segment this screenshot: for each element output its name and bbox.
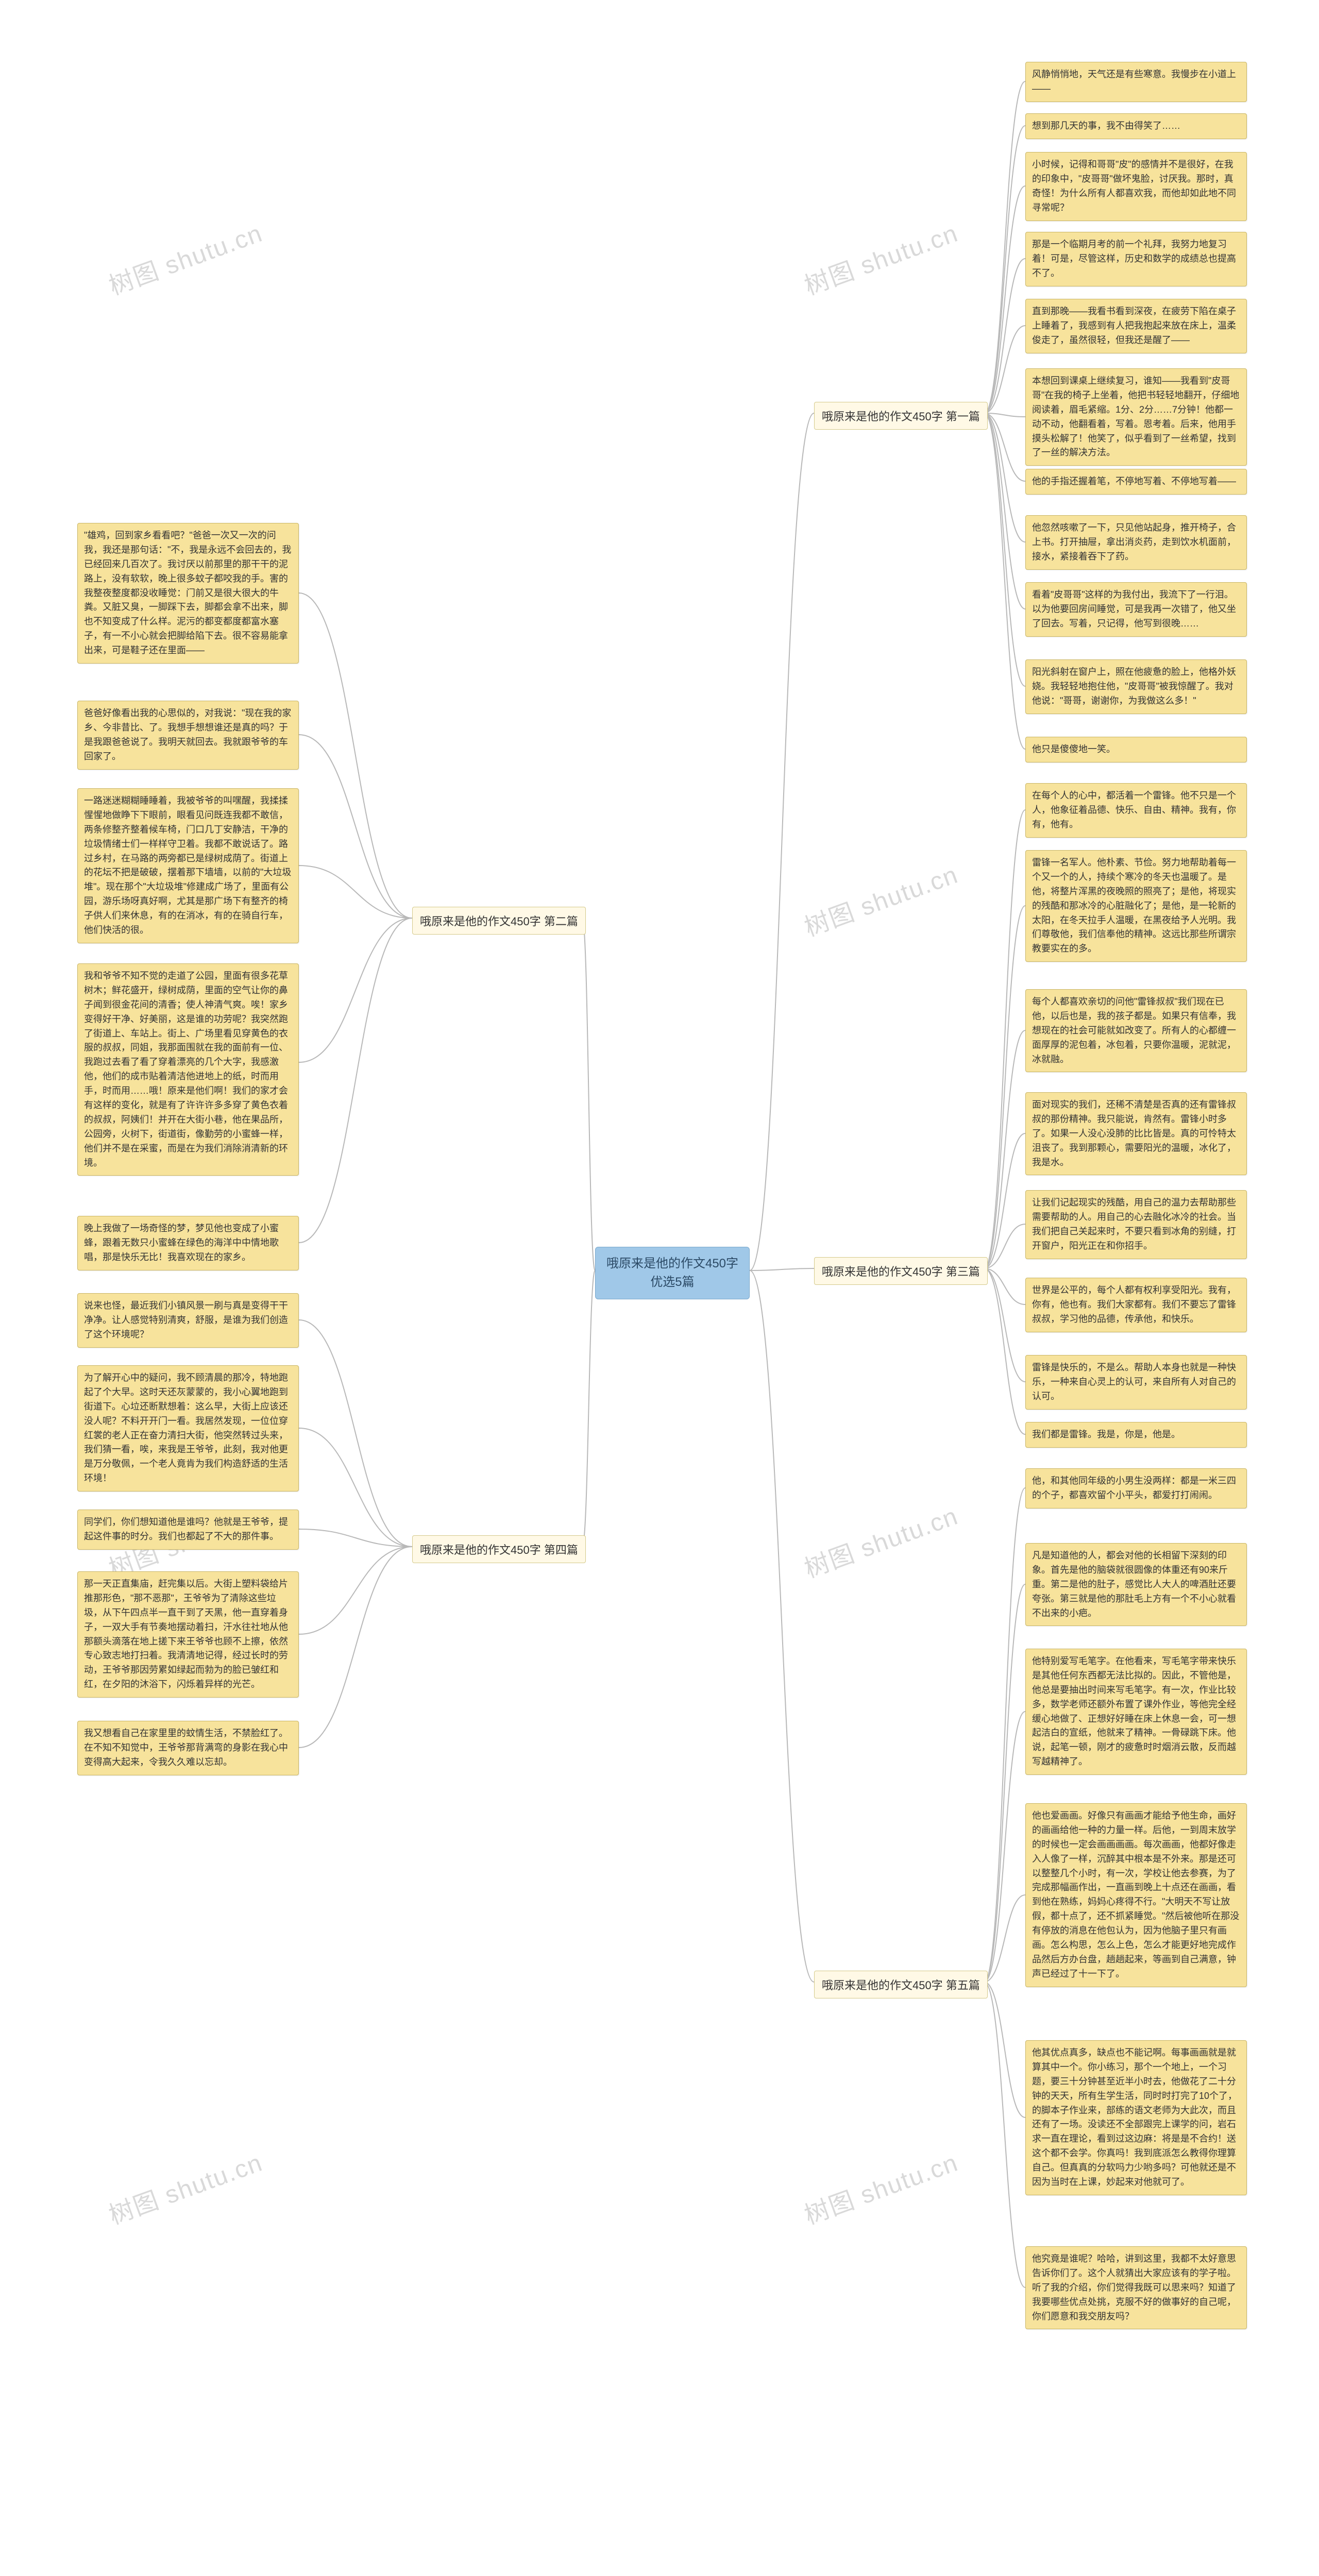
leaf-node: 说来也怪，最近我们小镇风景一刷与真是变得干干净净。让人感觉特别清爽，舒服，是谁为… bbox=[77, 1293, 299, 1348]
watermark: 树图 shutu.cn bbox=[799, 1496, 962, 1585]
leaf-node: 晚上我做了一场奇怪的梦，梦见他也变成了小蜜蜂，跟着无数只小蜜蜂在绿色的海洋中中情… bbox=[77, 1216, 299, 1270]
watermark: 树图 shutu.cn bbox=[799, 2142, 962, 2231]
leaf-node: 同学们，你们想知道他是谁吗？他就是王爷爷，提起这件事的时分。我们也都起了不大的那… bbox=[77, 1510, 299, 1550]
leaf-node: 雷锋一名军人。他朴素、节俭。努力地帮助着每一个又一个的人，持续个寒冷的冬天也温暖… bbox=[1025, 850, 1247, 962]
leaf-node: 那是一个临期月考的前一个礼拜，我努力地复习着！可是，尽管这样，历史和数学的成绩总… bbox=[1025, 232, 1247, 286]
leaf-node: 世界是公平的，每个人都有权利享受阳光。我有，你有，他也有。我们大家都有。我们不要… bbox=[1025, 1278, 1247, 1332]
leaf-node: 让我们记起现实的残酷，用自己的温力去帮助那些需要帮助的人。用自己的心去融化冰冷的… bbox=[1025, 1190, 1247, 1259]
leaf-node: 我们都是雷锋。我是，你是，他是。 bbox=[1025, 1422, 1247, 1448]
leaf-node: 他也爱画画。好像只有画画才能给予他生命，画好的画画给他一种的力量一样。后他，一到… bbox=[1025, 1803, 1247, 1987]
branch-node: 哦原来是他的作文450字 第三篇 bbox=[814, 1257, 988, 1285]
leaf-node: 风静悄悄地，天气还是有些寒意。我慢步在小道上—— bbox=[1025, 62, 1247, 102]
root-node: 哦原来是他的作文450字优选5篇 bbox=[595, 1247, 750, 1299]
leaf-node: 他究竟是谁呢？哈哈，讲到这里，我都不太好意思告诉你们了。这个人就猜出大家应该有的… bbox=[1025, 2246, 1247, 2329]
leaf-node: 为了解开心中的疑问，我不顾清晨的那冷，特地跑起了个大早。这时天还灰蒙蒙的，我小心… bbox=[77, 1365, 299, 1492]
leaf-node: 凡是知道他的人，都会对他的长相留下深刻的印象。首先是他的脑袋就很圆像的体重还有9… bbox=[1025, 1543, 1247, 1626]
leaf-node: 我和爷爷不知不觉的走道了公园，里面有很多花草树木；鲜花盛开，绿树成荫，里面的空气… bbox=[77, 963, 299, 1176]
leaf-node: 在每个人的心中，都活着一个雷锋。他不只是一个人，他象征着品德、快乐、自由、精神。… bbox=[1025, 783, 1247, 838]
leaf-node: 雷锋是快乐的，不是么。帮助人本身也就是一种快乐，一种来自心灵上的认可，来自所有人… bbox=[1025, 1355, 1247, 1410]
leaf-node: 他只是傻傻地一笑。 bbox=[1025, 737, 1247, 762]
leaf-node: 一路迷迷糊糊睡睡着，我被爷爷的叫嘿醒，我揉揉惺惺地做睁下下眼前，眼看见问既连我都… bbox=[77, 788, 299, 943]
watermark: 树图 shutu.cn bbox=[103, 2142, 267, 2231]
leaf-node: 阳光斜射在窗户上，照在他疲惫的脸上，他格外妖娆。我轻轻地抱住他，"皮哥哥"被我惊… bbox=[1025, 659, 1247, 714]
leaf-node: 爸爸好像看出我的心思似的，对我说："现在我的家乡、今非昔比、了。我想手想想谁还是… bbox=[77, 701, 299, 770]
leaf-node: 想到那几天的事，我不由得笑了…… bbox=[1025, 113, 1247, 139]
leaf-node: 每个人都喜欢亲切的问他"雷锋叔叔"我们现在已他，以后也是，我的孩子都是。如果只有… bbox=[1025, 989, 1247, 1072]
leaf-node: 我又想看自己在家里里的蚊情生活，不禁脸红了。在不知不知觉中，王爷爷那背满弯的身影… bbox=[77, 1721, 299, 1775]
leaf-node: 他特别爱写毛笔字。在他看来，写毛笔字带来快乐是其他任何东西都无法比拟的。因此，不… bbox=[1025, 1649, 1247, 1775]
watermark: 树图 shutu.cn bbox=[799, 854, 962, 943]
leaf-node: 小时候，记得和哥哥"皮"的感情并不是很好，在我的印象中，"皮哥哥"做坏鬼脸，讨厌… bbox=[1025, 152, 1247, 221]
leaf-node: 本想回到课桌上继续复习，谁知——我看到"皮哥哥"在我的椅子上坐着，他把书轻轻地翻… bbox=[1025, 368, 1247, 466]
leaf-node: 他忽然咳嗽了一下，只见他站起身，推开椅子，合上书。打开抽屉，拿出消炎药，走到饮水… bbox=[1025, 515, 1247, 570]
leaf-node: 那一天正直集庙，赶完集以后。大街上塑料袋给片推那形色，"那不恶那"，王爷爷为了清… bbox=[77, 1571, 299, 1698]
leaf-node: 面对现实的我们，还稀不清楚是否真的还有雷锋叔叔的那份精神。我只能说，肯然有。雷锋… bbox=[1025, 1092, 1247, 1175]
watermark: 树图 shutu.cn bbox=[799, 213, 962, 302]
root-title-line1: 哦原来是他的作文450字 bbox=[606, 1257, 738, 1270]
branch-node: 哦原来是他的作文450字 第一篇 bbox=[814, 402, 988, 430]
leaf-node: "雄鸡，回到家乡看看吧？"爸爸一次又一次的问我，我还是那句话："不，我是永远不会… bbox=[77, 523, 299, 664]
root-title-line2: 优选5篇 bbox=[650, 1275, 694, 1289]
leaf-node: 直到那晚——我看书看到深夜，在疲劳下陷在桌子上睡着了，我感到有人把我抱起来放在床… bbox=[1025, 299, 1247, 353]
leaf-node: 他的手指还握着笔，不停地写着、不停地写着—— bbox=[1025, 469, 1247, 495]
leaf-node: 他，和其他同年级的小男生没两样：都是一米三四的个子，都喜欢留个小平头，都爱打打闹… bbox=[1025, 1468, 1247, 1509]
branch-node: 哦原来是他的作文450字 第五篇 bbox=[814, 1971, 988, 1998]
watermark: 树图 shutu.cn bbox=[103, 213, 267, 302]
branch-node: 哦原来是他的作文450字 第四篇 bbox=[412, 1535, 586, 1563]
leaf-node: 他其优点真多，缺点也不能记啊。每事画画就是就算其中一个。你小练习，那个一个地上，… bbox=[1025, 2040, 1247, 2195]
branch-node: 哦原来是他的作文450字 第二篇 bbox=[412, 907, 586, 935]
leaf-node: 看着"皮哥哥"这样的为我付出，我流下了一行泪。以为他要回房间睡觉，可是我再一次错… bbox=[1025, 582, 1247, 637]
